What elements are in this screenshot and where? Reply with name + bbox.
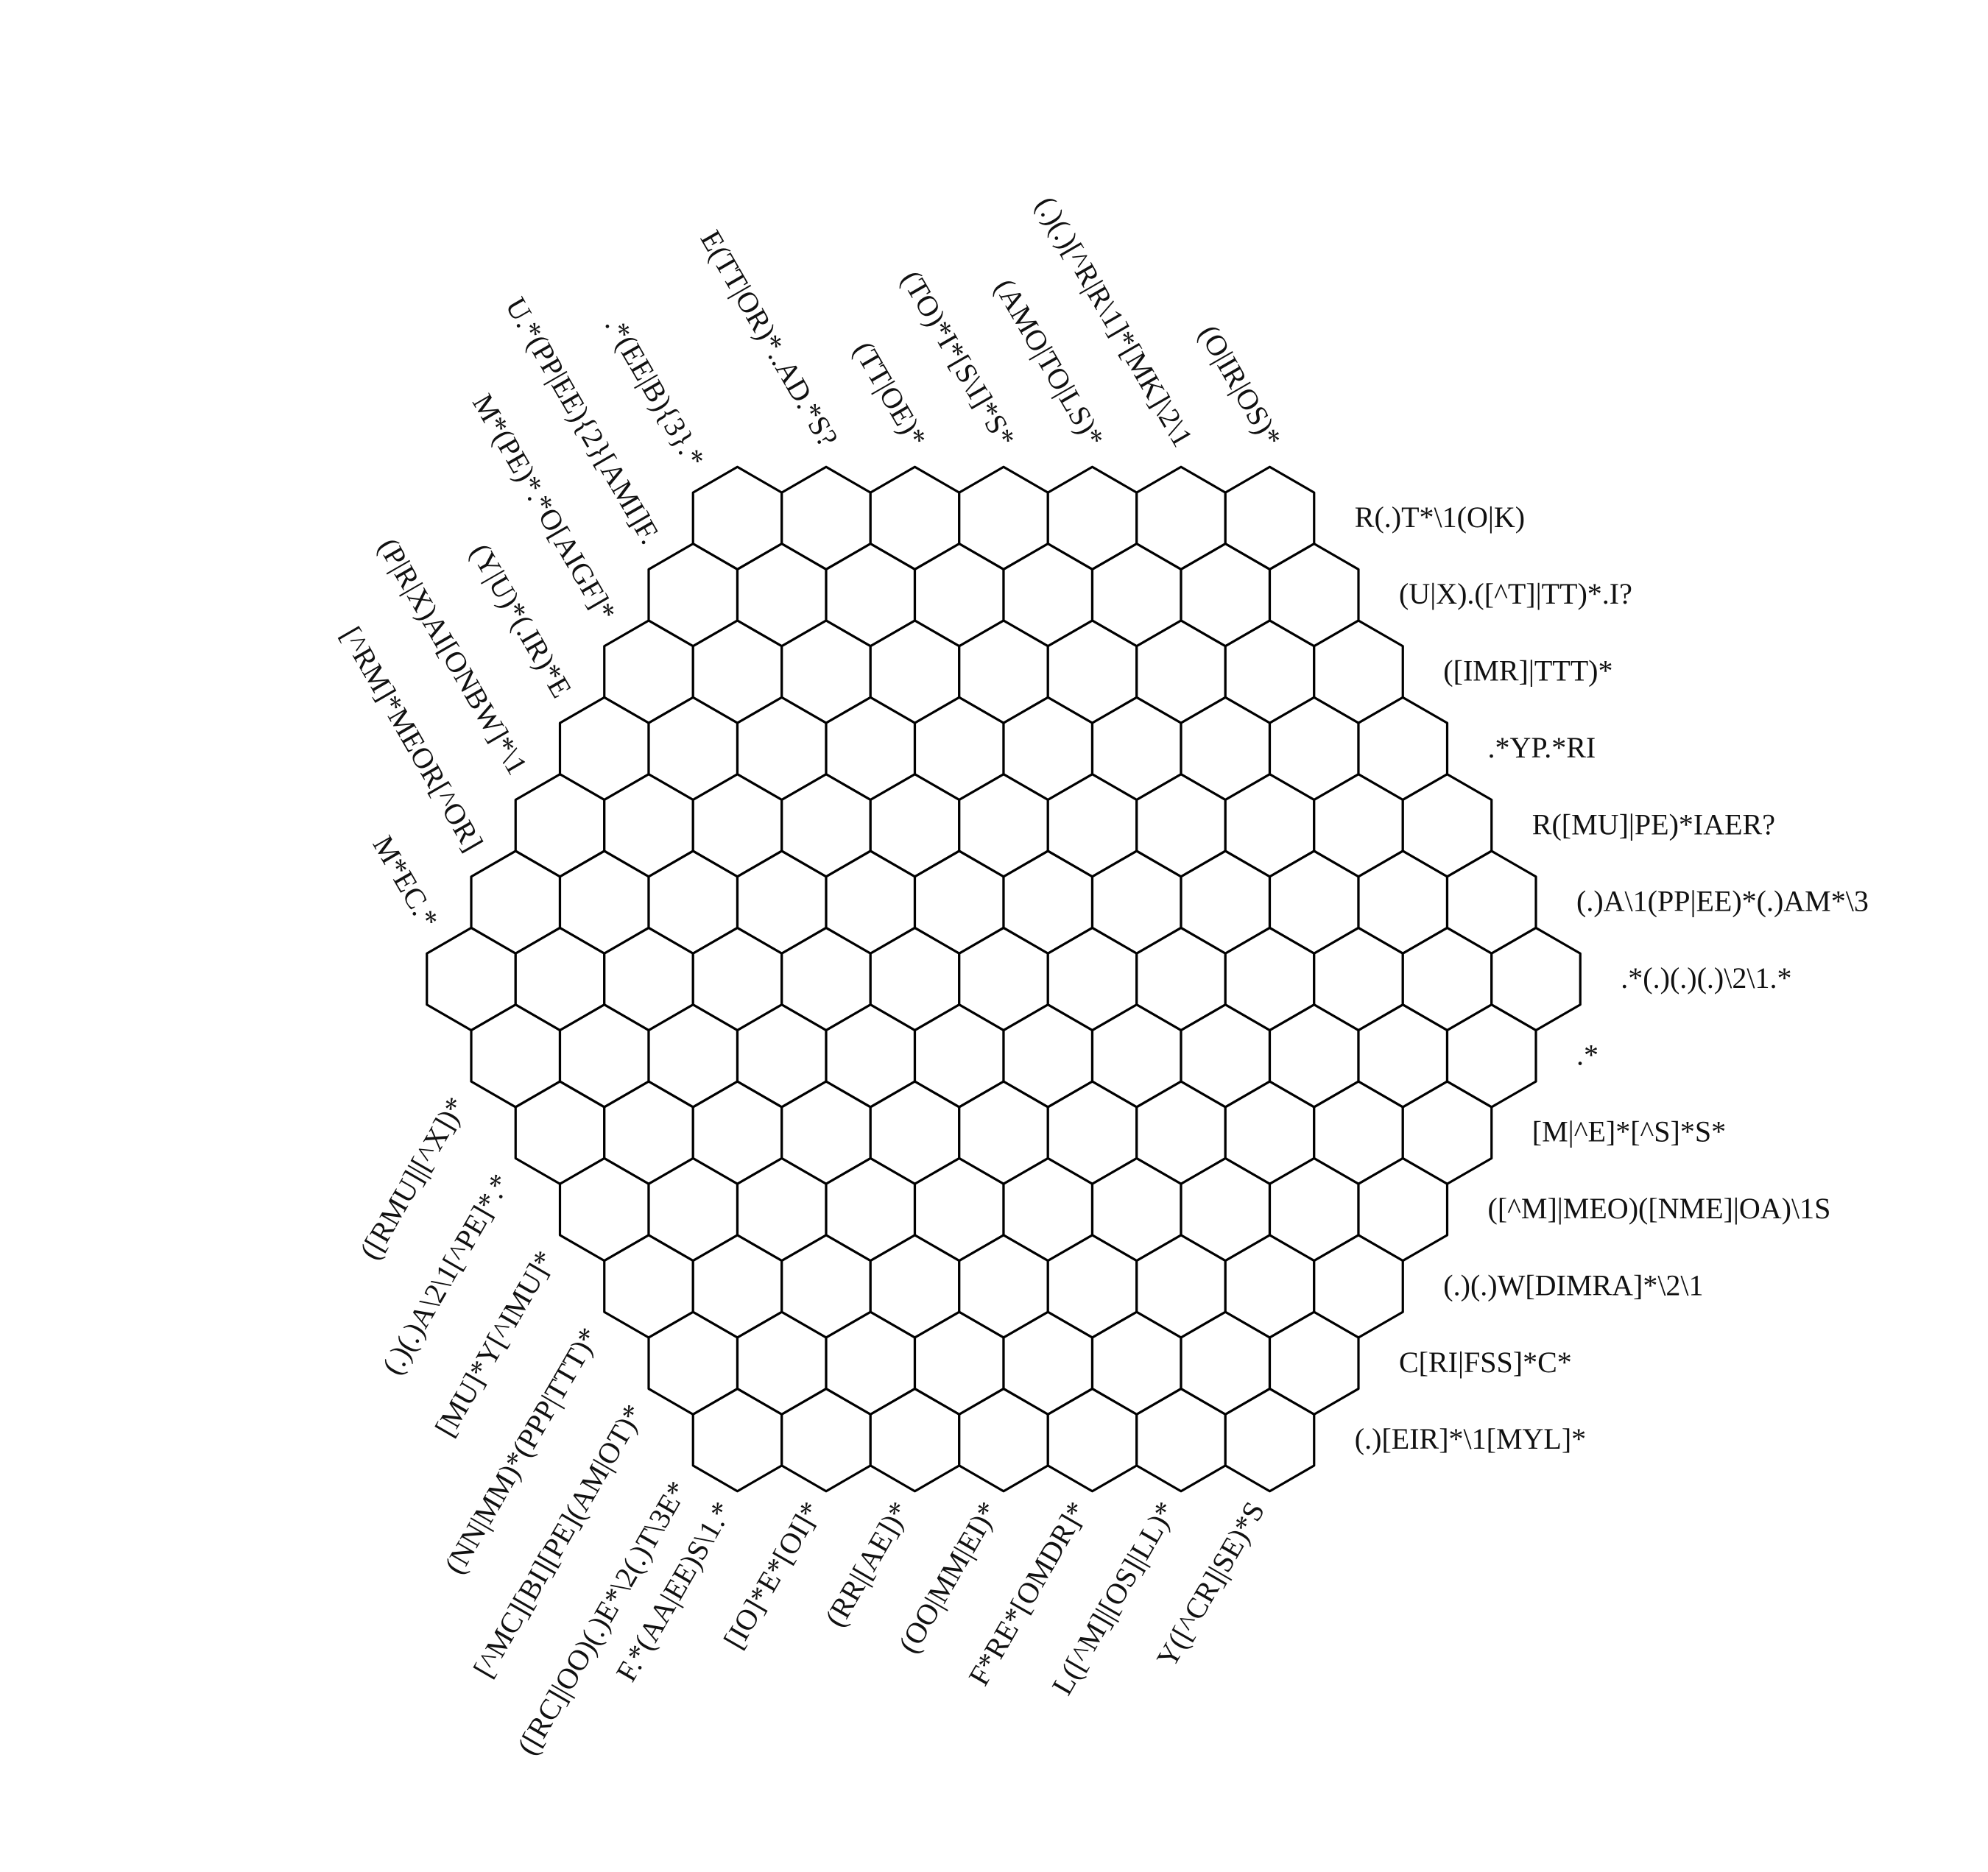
- right-clue: .*: [1576, 1038, 1598, 1071]
- bottom-clue: (RR|[AE])*: [818, 1496, 916, 1632]
- right-clue: [M|^E]*[^S]*S*: [1532, 1115, 1726, 1148]
- bottom-clue: [^MC][BI][PE](AM|OT)*: [467, 1399, 650, 1683]
- top-clue: U.*(PP|EE){2}[AMI]F.: [499, 292, 667, 550]
- right-clue: R([MU]|PE)*IAER?: [1532, 808, 1775, 841]
- right-clue: (U|X).([^T]|TT)*.I?: [1399, 577, 1632, 610]
- right-clue: R(.)T*\1(O|K): [1355, 501, 1525, 534]
- top-clue: (O|IR|OS)*: [1192, 319, 1288, 453]
- right-clue: (.)[EIR]*\1[MYL]*: [1355, 1422, 1586, 1455]
- bottom-clue: (NN|MM)*(PPP|TTT)*: [437, 1322, 605, 1580]
- top-clue: E(TT|OR)*..AD.*S?: [694, 225, 845, 452]
- right-clue: (.)(.)W[DIMRA]*\2\1: [1443, 1268, 1703, 1301]
- right-clue: (.)A\1(PP|EE)*(.)AM*\3: [1576, 885, 1869, 918]
- hex-cell[interactable]: [1224, 1387, 1316, 1493]
- top-clue: (TT|OE)*: [847, 336, 933, 452]
- right-clue: C[RI|FSS]*C*: [1399, 1346, 1572, 1379]
- top-clue: (.)(.)[^R|R\1]*[MK]\2\1: [1029, 191, 1199, 452]
- right-clue: .*YP.*RI: [1488, 731, 1596, 764]
- right-clues: R(.)T*\1(O|K) (U|X).([^T]|TT)*.I? ([IMR]|T…: [1355, 501, 1869, 1455]
- right-clue: ([IMR]|TTT)*: [1443, 654, 1612, 688]
- hex-cells: [426, 465, 1582, 1493]
- right-clue: ([^M]|MEO)([NME]|OA)\1S: [1488, 1192, 1831, 1225]
- right-clue: .*(.)(.)(.)\2\1.*: [1621, 961, 1791, 995]
- top-clue: M*EC.*: [367, 830, 445, 934]
